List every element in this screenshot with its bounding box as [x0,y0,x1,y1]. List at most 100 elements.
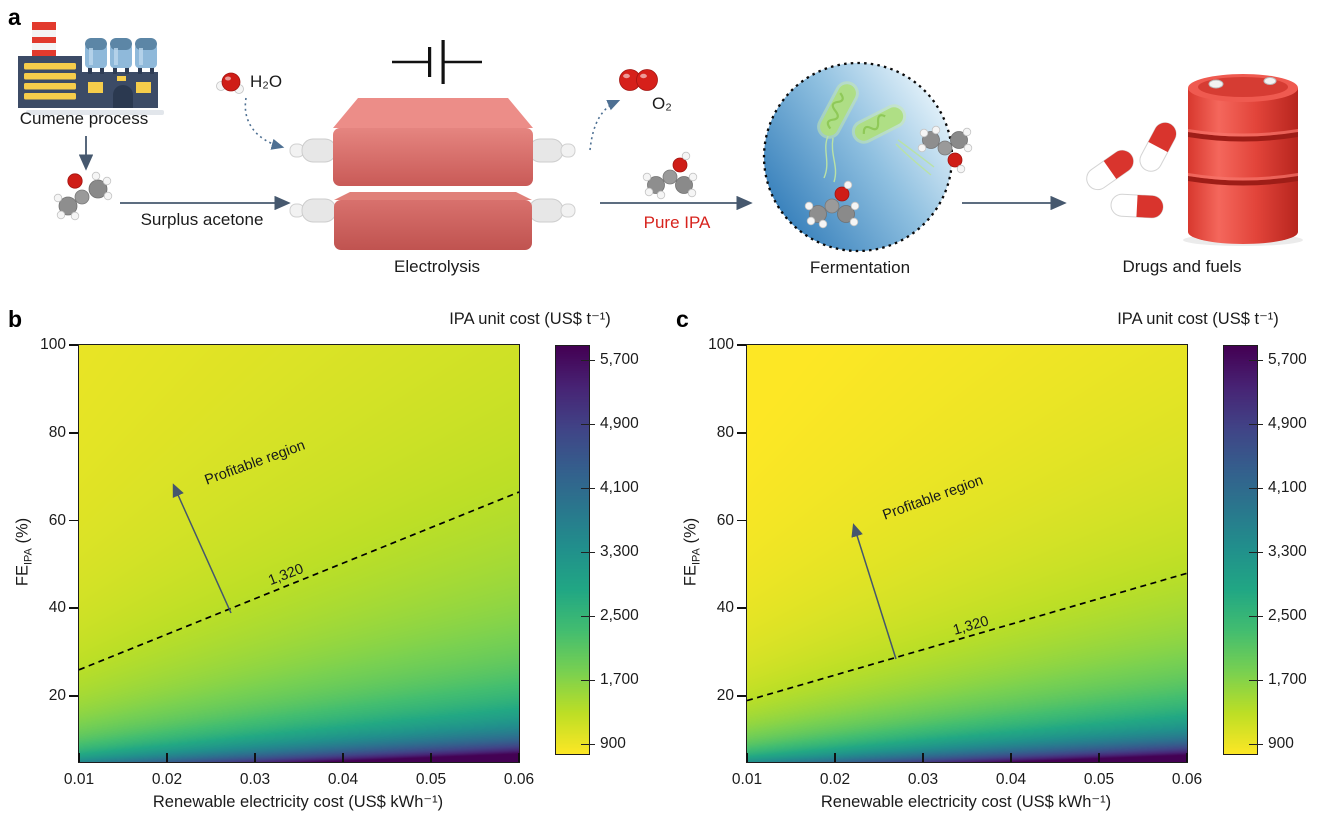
x-tick-mark [1098,753,1100,762]
panel-b: b IPA unit cost (US$ t⁻¹) FEIPA (%) Rene… [0,300,661,820]
dashed-arrow-h2o-in [244,97,285,150]
colorbar-gradient [556,346,589,754]
y-tick-mark [69,344,78,346]
process-scheme-graphic [18,22,1303,253]
flagella [823,135,837,183]
x-tick-label: 0.02 [151,771,183,788]
x-tick-label: 0.02 [819,771,851,788]
colorbar-tick-label: 4,900 [600,415,639,433]
acetone-molecule-icon [53,171,113,221]
battery-icon [392,40,482,84]
y-tick-mark [69,431,78,434]
x-tick-label: 0.01 [731,771,763,788]
label-h2o: H₂O [250,72,283,91]
colorbar-tick-mark [581,487,595,490]
y-tick-mark [737,695,746,698]
y-tick-label: 60 [716,511,734,529]
flagella [895,139,935,176]
x-tick-mark [746,753,748,762]
label-fermentation: Fermentation [809,258,911,277]
y-tick-mark [737,607,746,610]
colorbar-tick-label: 900 [1268,735,1294,753]
x-tick-label: 0.04 [995,771,1027,788]
electrolyzer-icon [289,98,576,250]
colorbar-tick-label: 3,300 [600,543,639,561]
colorbar-tick-mark [581,359,595,362]
colorbar-tick-mark [581,615,595,618]
y-tick-mark [69,519,78,522]
colorbar: 5,700 4,900 4,100 3,300 2,500 1,700 900 [1223,345,1307,755]
y-tick-mark [737,344,746,346]
oxygen-molecule-icon [619,69,658,91]
contour-overlay [78,483,520,671]
y-tick-mark [69,607,78,610]
colorbar-tick-label: 5,700 [600,351,639,369]
x-tick-mark [254,753,256,762]
y-tick-mark [737,519,746,522]
x-tick-label: 0.06 [503,771,535,788]
colorbar-tick-label: 2,500 [600,607,639,625]
y-axis-label: FEIPA (%) [681,517,703,587]
y-tick-label: 80 [716,423,734,441]
y-tick-label: 100 [708,336,734,353]
y-tick-label: 40 [48,599,66,617]
colorbar-tick-mark [581,743,595,746]
colorbar-tick-label: 2,500 [1268,607,1307,625]
panel-label-a: a [8,4,21,30]
x-tick-label: 0.01 [63,771,95,788]
water-molecule-icon [216,72,244,94]
colorbar-tick-label: 4,900 [1268,415,1307,433]
oil-barrel-icon [1183,74,1303,246]
dashed-arrow-o2-out [589,100,621,151]
colorbar-tick-mark [581,679,595,682]
colorbar: 5,700 4,900 4,100 3,300 2,500 1,700 900 [555,345,639,755]
x-axis-label: Renewable electricity cost (US$ kWh⁻¹) [820,793,1112,811]
x-tick-label: 0.05 [415,771,447,788]
colorbar-tick-label: 4,100 [600,479,639,497]
y-tick-label: 60 [48,511,66,529]
y-tick-mark [737,431,746,434]
heatmap-plot: Profitable region 1,320 0.01 0.02 0.03 0.04… [40,336,534,788]
x-tick-mark [166,753,168,762]
label-drugs-and-fuels: Drugs and fuels [1122,257,1242,276]
y-tick-label: 100 [40,336,66,353]
panel-label-c: c [676,306,689,332]
y-tick-label: 80 [48,423,66,441]
colorbar-tick-label: 900 [600,735,626,753]
y-tick-label: 20 [48,687,66,705]
colorbar-tick-mark [1249,615,1263,618]
bacteria-icon [851,104,907,144]
colorbar-tick-label: 1,700 [600,671,639,689]
colorbar-tick-mark [1249,487,1263,490]
pill-icon [1081,118,1181,219]
ipa-molecule-icon [642,151,698,200]
x-tick-mark [518,753,520,762]
heatmap-canvas [747,345,1187,762]
colorbar-tick-mark [1249,423,1263,426]
y-tick-label: 40 [716,599,734,617]
label-surplus-acetone: Surplus acetone [140,210,264,229]
colorbar-tick-mark [581,551,595,554]
panel-c: c IPA unit cost (US$ t⁻¹) FEIPA (%) Rene… [668,300,1329,820]
colorbar-tick-mark [1249,359,1263,362]
colorbar-tick-mark [1249,551,1263,554]
x-axis-label: Renewable electricity cost (US$ kWh⁻¹) [152,793,444,811]
breakeven-contour-line [746,572,1188,702]
colorbar-title: IPA unit cost (US$ t⁻¹) [449,310,611,328]
colorbar-tick-label: 4,100 [1268,479,1307,497]
colorbar-tick-label: 5,700 [1268,351,1307,369]
x-tick-label: 0.03 [907,771,939,788]
colorbar-title: IPA unit cost (US$ t⁻¹) [1117,310,1279,328]
x-tick-mark [1186,753,1188,762]
colorbar-tick-mark [1249,679,1263,682]
profitable-region-arrow [851,523,897,660]
label-o2: O₂ [652,94,672,113]
x-tick-label: 0.04 [327,771,359,788]
bacteria-icon [817,81,859,139]
colorbar-tick-mark [581,423,595,426]
panel-label-b: b [8,306,23,332]
factory-icon [18,22,164,115]
profitable-region-arrow [172,483,232,614]
x-tick-mark [922,753,924,762]
